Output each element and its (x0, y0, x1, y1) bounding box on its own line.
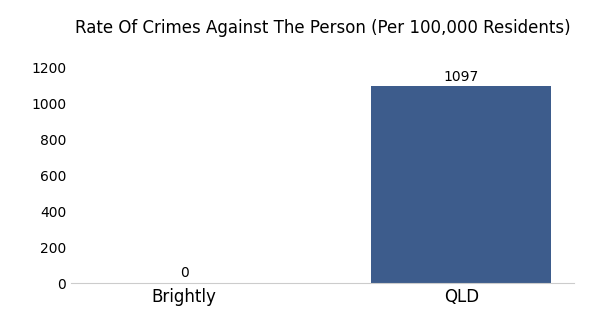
Title: Rate Of Crimes Against The Person (Per 100,000 Residents): Rate Of Crimes Against The Person (Per 1… (75, 19, 571, 37)
Text: 0: 0 (179, 266, 188, 280)
Bar (371, 86, 551, 283)
Text: 1097: 1097 (443, 70, 479, 84)
